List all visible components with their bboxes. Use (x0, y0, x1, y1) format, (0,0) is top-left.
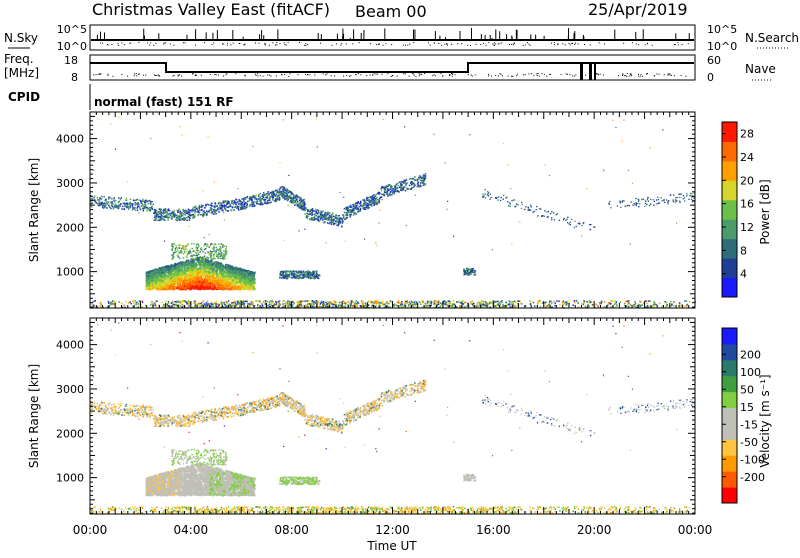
sky-right-label: N.Search (745, 31, 799, 45)
freq-right-label: Nave (745, 62, 776, 76)
freq-panel: Freq. [MHz] 18 8 60 0 Nave (4, 52, 776, 84)
colorbar-swatch (722, 219, 737, 239)
x-tick-label: 00:00 (678, 523, 713, 537)
power-scatter (90, 117, 696, 309)
y-tick-label: 1000 (56, 472, 84, 485)
colorbar-swatch (722, 258, 737, 278)
colorbar-swatch (722, 328, 737, 344)
sky-trace (91, 28, 694, 46)
freq-right-tick-top: 60 (707, 54, 721, 67)
y-tick-label: 3000 (56, 383, 84, 396)
freq-left-tick-bottom: 8 (71, 71, 78, 84)
colorbar-swatch (722, 239, 737, 259)
time-axis-title: Time UT (366, 539, 417, 553)
colorbar-swatch (722, 200, 737, 220)
colorbar-swatch (722, 180, 737, 200)
sky-right-tick-top: 10^5 (707, 23, 737, 36)
beam-title: Beam 00 (355, 2, 427, 21)
colorbar-swatch (722, 122, 737, 142)
colorbar-swatch (722, 471, 737, 487)
cpid-mode: normal (fast) 151 RF (94, 95, 234, 109)
colorbar-tick-label: 15 (740, 401, 754, 414)
colorbar-swatch (722, 278, 737, 298)
sky-left-label: N.Sky (4, 31, 38, 45)
x-tick-label: 12:00 (375, 523, 410, 537)
colorbar-swatch (722, 423, 737, 439)
colorbar-tick-label: 200 (740, 348, 761, 361)
velocity-colorbar-label: Velocity [m s⁻¹] (758, 374, 772, 467)
colorbar-tick-label: 8 (740, 244, 747, 257)
colorbar-tick-label: 20 (740, 174, 754, 187)
x-tick-label: 04:00 (174, 523, 209, 537)
y-tick-label: 2000 (56, 221, 84, 234)
velocity-y-label: Slant Range [km] (27, 364, 41, 468)
freq-panel-frame (90, 55, 695, 80)
y-tick-label: 3000 (56, 177, 84, 190)
power-panel: 1000 2000 3000 4000 Slant Range [km] 4 8 12 16… (27, 112, 772, 309)
sky-right-tick-bottom: 10^0 (707, 40, 737, 53)
x-tick-label: 00:00 (73, 523, 108, 537)
y-tick-label: 4000 (56, 133, 84, 146)
y-tick-label: 4000 (56, 339, 84, 352)
colorbar-swatch (722, 392, 737, 408)
colorbar-swatch (722, 360, 737, 376)
freq-left-label-bottom: [MHz] (4, 66, 39, 80)
power-y-label: Slant Range [km] (27, 158, 41, 262)
freq-right-tick-bottom: 0 (707, 71, 714, 84)
freq-left-label-top: Freq. (4, 52, 34, 66)
colorbar-swatch (722, 487, 737, 503)
colorbar-swatch (722, 141, 737, 161)
colorbar-swatch (722, 344, 737, 360)
colorbar-tick-label: -15 (740, 418, 758, 431)
velocity-scatter (90, 323, 696, 515)
x-tick-label: 20:00 (577, 523, 612, 537)
colorbar-tick-label: -50 (740, 436, 758, 449)
time-axis-labels: 00:00 04:00 08:00 12:00 16:00 20:00 00:00 (73, 523, 713, 537)
colorbar-tick-label: 24 (740, 151, 754, 164)
colorbar-swatch (722, 408, 737, 424)
date-title: 25/Apr/2019 (588, 0, 688, 19)
station-title: Christmas Valley East (fitACF) (92, 0, 330, 19)
freq-trace (90, 62, 694, 80)
cpid-label: CPID (8, 90, 40, 104)
sky-left-tick-bottom: 10^0 (57, 40, 87, 53)
colorbar-tick-label: 28 (740, 128, 754, 141)
x-tick-label: 08:00 (274, 523, 309, 537)
x-tick-label: 16:00 (476, 523, 511, 537)
colorbar-tick-label: 12 (740, 221, 754, 234)
colorbar-tick-label: 4 (740, 268, 747, 281)
freq-left-tick-top: 18 (64, 54, 78, 67)
colorbar-tick-label: 50 (740, 383, 754, 396)
y-tick-label: 2000 (56, 427, 84, 440)
y-tick-label: 1000 (56, 266, 84, 279)
colorbar-swatch (722, 455, 737, 471)
velocity-panel: 1000 2000 3000 4000 Slant Range [km] -200 -1… (27, 318, 772, 515)
sky-panel-frame (90, 25, 695, 50)
sky-panel: N.Sky 10^5 10^0 10^5 10^0 N.Search (4, 23, 799, 53)
colorbar-swatch (722, 161, 737, 181)
colorbar-tick-label: -200 (740, 471, 765, 484)
sky-left-tick-top: 10^5 (57, 23, 87, 36)
power-colorbar-label: Power [dB] (758, 179, 772, 244)
power-colorbar: 4 8 12 16 20 24 28 (722, 122, 754, 298)
colorbar-tick-label: 16 (740, 198, 754, 211)
